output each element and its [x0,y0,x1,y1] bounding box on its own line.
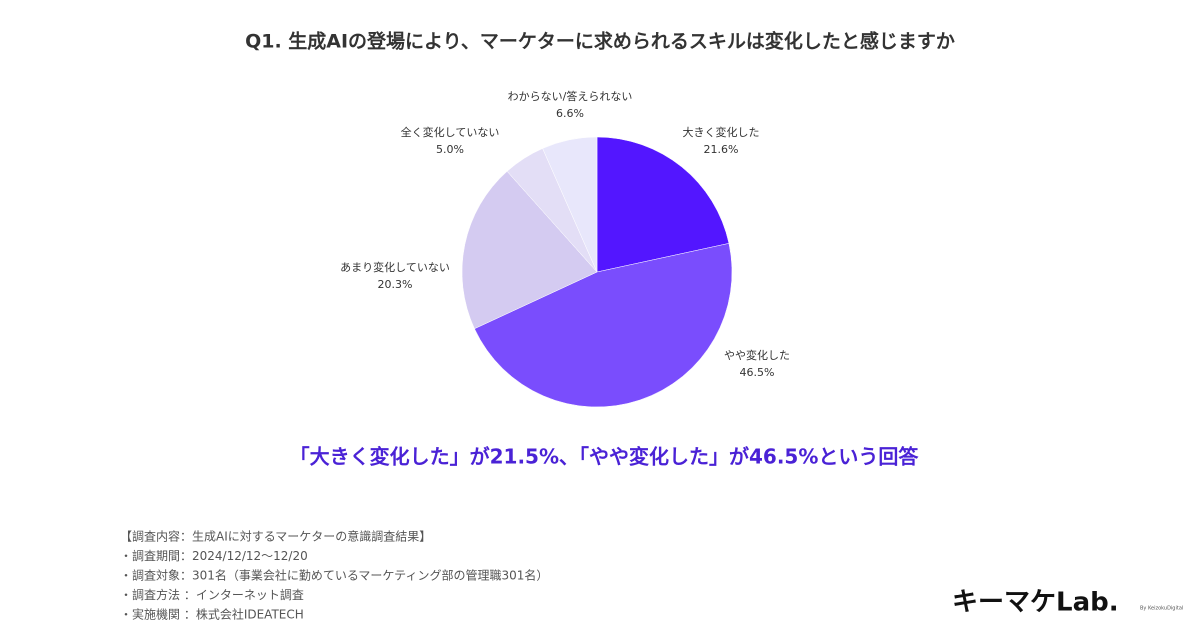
headline: 「大きく変化した」が21.5%、「やや変化した」が46.5%という回答 [290,445,920,469]
notes: 【調査内容：生成AIに対するマーケターの意識調査結果】・調査期間：2024/12… [120,529,548,622]
slice-value-label: 6.6% [556,107,584,120]
logo-tagline: By KeizokuDigital [1140,606,1183,612]
note-line: ・実施機関 ：株式会社IDEATECH [120,607,304,622]
note-line: ・調査対象：301名（事業会社に勤めているマーケティング部の管理職301名） [120,568,548,583]
note-line: 【調査内容：生成AIに対するマーケターの意識調査結果】 [120,529,431,544]
slice-value-label: 20.3% [378,278,413,291]
chart-title: Q1. 生成AIの登場により、マーケターに求められるスキルは変化したと感じますか [245,30,955,53]
slice-label: 全く変化していない [401,125,500,139]
slice-label: やや変化した [724,348,790,362]
slice-value-label: 46.5% [740,366,775,379]
slice-label: 大きく変化した [683,125,760,139]
pie-slice [461,170,598,330]
logo: キーマケLab. [952,588,1119,618]
note-line: ・調査期間：2024/12/12〜12/20 [120,549,308,563]
pie: 大きく変化した 21.6% やや変化した 46.5% あまり変化していない 20.3% 全く… [340,89,790,408]
note-line: ・調査方法 ：インターネット調査 [120,587,304,602]
slice-label: あまり変化していない [340,260,450,274]
pie-slice [596,136,730,273]
slice-value-label: 21.6% [704,143,739,156]
pie-slice [474,243,733,408]
slice-value-label: 5.0% [436,143,464,156]
slice-label: わからない/答えられない [508,89,633,103]
pie-slice [542,136,598,273]
